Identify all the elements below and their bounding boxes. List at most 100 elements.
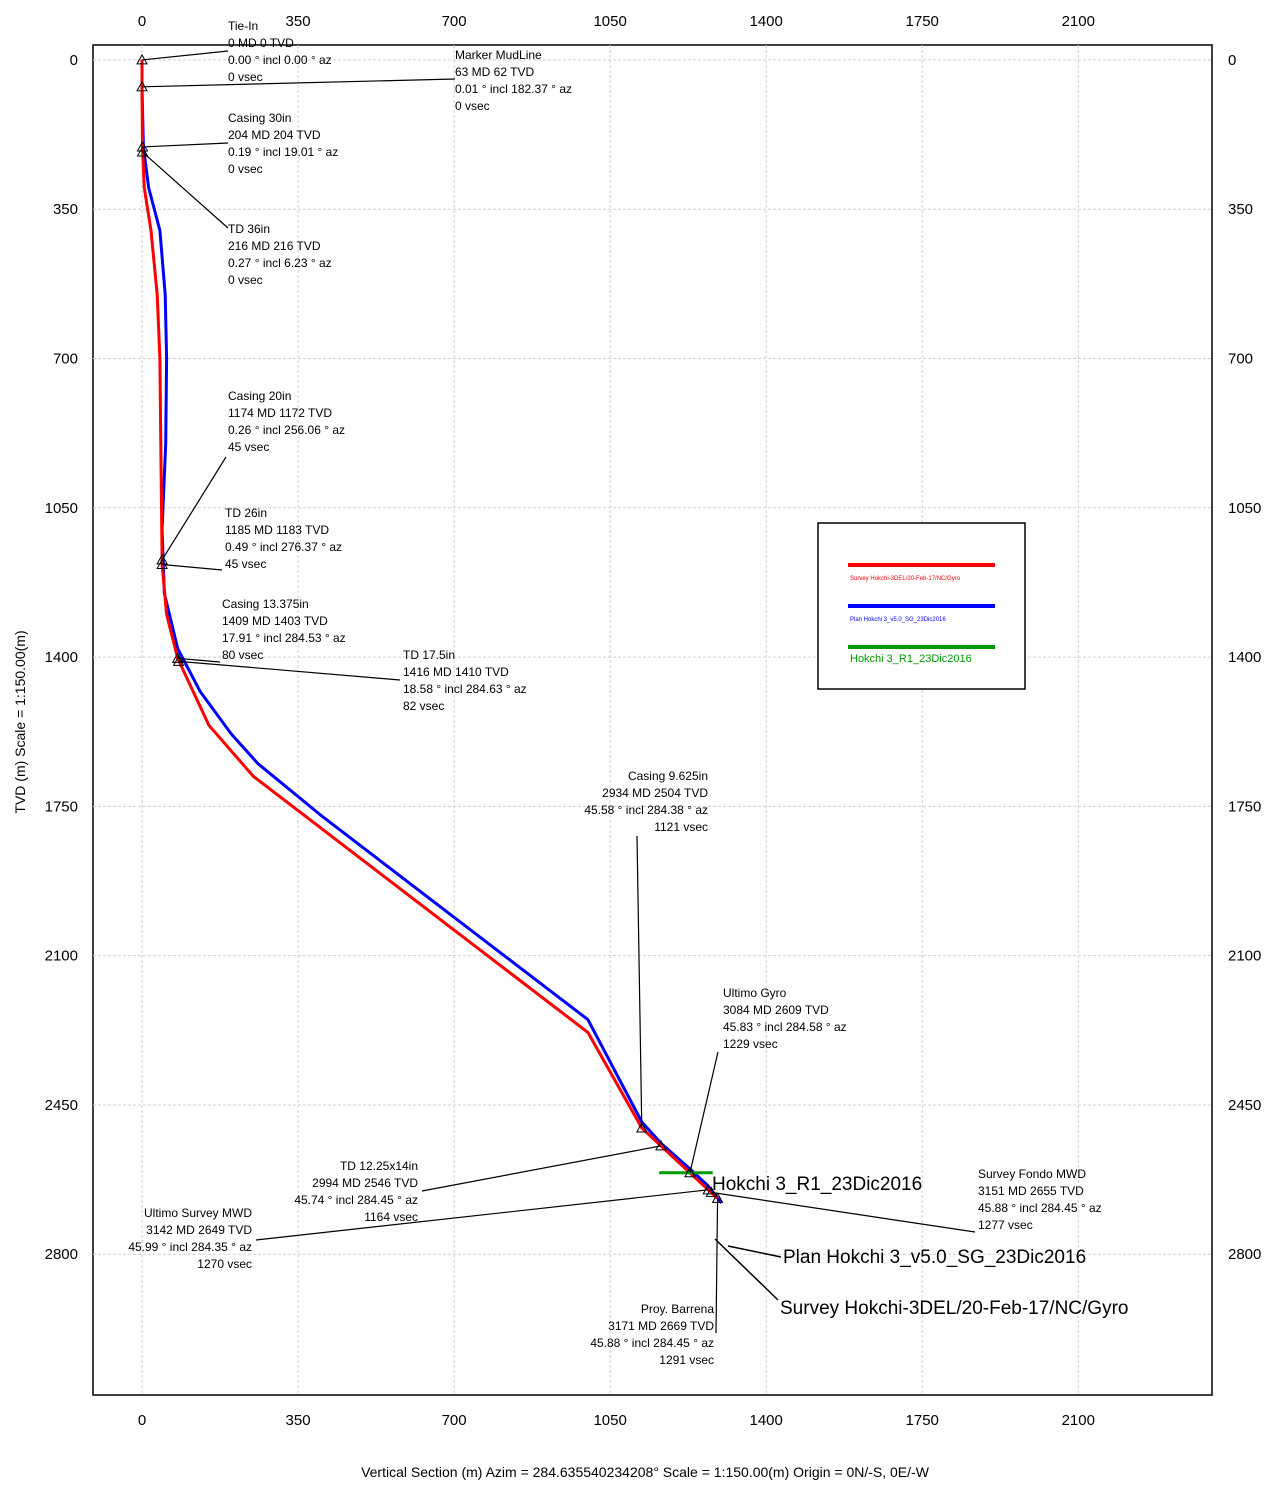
annotation-text: 1277 vsec <box>978 1218 1033 1232</box>
y-tick-label-left: 350 <box>53 201 78 218</box>
y-tick-label-right: 350 <box>1228 201 1253 218</box>
annotation-text: 45.83 ° incl 284.58 ° az <box>723 1020 847 1034</box>
annotation-text: TD 17.5in <box>403 648 455 662</box>
annotation-text: 0 vsec <box>455 99 490 113</box>
annotation-text: 0.49 ° incl 276.37 ° az <box>225 540 342 554</box>
annotation-leader <box>421 1145 662 1192</box>
legend-label: Survey Hokchi-3DEL/20-Feb-17/NC/Gyro <box>850 576 961 582</box>
y-tick-label-right: 2800 <box>1228 1246 1261 1263</box>
y-tick-label-left: 0 <box>70 52 78 69</box>
annotation-leader <box>255 1189 709 1241</box>
x-tick-label-top: 0 <box>138 13 146 30</box>
annotation-text: 45.58 ° incl 284.38 ° az <box>584 803 708 817</box>
y-tick-label-left: 700 <box>53 351 78 368</box>
annotation-text: 18.58 ° incl 284.63 ° az <box>403 682 527 696</box>
annotation-text: 204 MD 204 TVD <box>228 128 321 142</box>
annotation-text: Ultimo Gyro <box>723 986 787 1000</box>
annotation-text: 3171 MD 2669 TVD <box>608 1319 714 1333</box>
x-tick-label-bottom: 1750 <box>906 1412 939 1429</box>
annotation-marker <box>684 1166 696 1178</box>
x-axis-title: Vertical Section (m) Azim = 284.63554023… <box>361 1464 930 1480</box>
annotation-marker <box>136 146 149 157</box>
annotation-leader <box>142 78 456 88</box>
x-tick-label-bottom: 0 <box>138 1412 146 1429</box>
annotation-text: 0.19 ° incl 19.01 ° az <box>228 145 338 159</box>
annotation-text: 1185 MD 1183 TVD <box>225 523 329 537</box>
y-tick-label-left: 1400 <box>45 649 78 666</box>
annotation-text: 1291 vsec <box>659 1353 714 1367</box>
series-line <box>140 59 723 1205</box>
annotation-text: 1416 MD 1410 TVD <box>403 665 509 679</box>
y-tick-label-right: 1400 <box>1228 649 1261 666</box>
well-label: Hokchi 3_R1_23Dic2016 <box>712 1174 922 1195</box>
well-label-leader <box>714 1238 779 1301</box>
annotation-text: 45.74 ° incl 284.45 ° az <box>294 1193 418 1207</box>
x-tick-label-bottom: 2100 <box>1062 1412 1095 1429</box>
annotation-text: 1174 MD 1172 TVD <box>228 406 332 420</box>
annotation-text: 2994 MD 2546 TVD <box>312 1176 418 1190</box>
annotation-text: Survey Fondo MWD <box>978 1167 1086 1181</box>
annotation-text: 0.00 ° incl 0.00 ° az <box>228 53 332 67</box>
annotation-leader <box>689 1051 719 1173</box>
y-tick-label-left: 1750 <box>45 798 78 815</box>
annotation-leader <box>636 835 643 1128</box>
legend: Survey Hokchi-3DEL/20-Feb-17/NC/Gyro Plan… <box>817 522 1026 690</box>
annotation-text: 0 MD 0 TVD <box>228 36 294 50</box>
annotation-leader <box>711 1191 976 1233</box>
annotation-text: Casing 13.375in <box>222 597 309 611</box>
annotation-text: 3142 MD 2649 TVD <box>146 1223 252 1237</box>
annotation-text: TD 26in <box>225 506 267 520</box>
annotation-text: Casing 20in <box>228 389 291 403</box>
x-tick-label-top: 1750 <box>906 13 939 30</box>
x-tick-label-bottom: 350 <box>286 1412 311 1429</box>
annotation-marker <box>156 558 168 570</box>
annotation-leader <box>142 142 229 148</box>
x-tick-label-bottom: 1050 <box>593 1412 626 1429</box>
annotation-marker <box>172 655 185 666</box>
annotation-leader <box>162 563 223 571</box>
well-label: Plan Hokchi 3_v5.0_SG_23Dic2016 <box>783 1247 1086 1268</box>
annotation-text: 1409 MD 1403 TVD <box>222 614 328 628</box>
annotation-text: Casing 30in <box>228 111 291 125</box>
annotation-text: 1121 vsec <box>654 820 708 834</box>
annotation-marker <box>705 1186 718 1197</box>
annotation-text: Marker MudLine <box>455 48 542 62</box>
annotation-text: 45.88 ° incl 284.45 ° az <box>978 1201 1102 1215</box>
annotation-text: 45 vsec <box>225 557 266 571</box>
annotation-text: 80 vsec <box>222 648 263 662</box>
x-tick-label-bottom: 700 <box>442 1412 467 1429</box>
annotation-text: Tie-In <box>228 19 258 33</box>
annotation-text: Ultimo Survey MWD <box>144 1206 252 1220</box>
y-tick-label-right: 700 <box>1228 351 1253 368</box>
annotation-marker <box>156 553 168 565</box>
well-label: Survey Hokchi-3DEL/20-Feb-17/NC/Gyro <box>780 1298 1128 1319</box>
annotation-marker <box>136 140 149 152</box>
y-tick-label-right: 1750 <box>1228 798 1261 815</box>
x-tick-label-top: 2100 <box>1062 13 1095 30</box>
annotation-leader <box>141 50 229 61</box>
annotation-text: 82 vsec <box>403 699 444 713</box>
y-axis-title: TVD (m) Scale = 1:150.00(m) <box>12 630 28 813</box>
grid <box>93 45 1212 1395</box>
annotation-text: 0.01 ° incl 182.37 ° az <box>455 82 572 96</box>
annotation-text: 2934 MD 2504 TVD <box>602 786 708 800</box>
legend-label: Hokchi 3_R1_23Dic2016 <box>850 653 972 665</box>
annotation-text: 45 vsec <box>228 440 269 454</box>
annotation-text: 0 vsec <box>228 162 263 176</box>
y-tick-label-left: 2800 <box>45 1246 78 1263</box>
annotation-leader <box>142 151 229 229</box>
annotation-text: Casing 9.625in <box>628 769 708 783</box>
annotation-leader <box>177 657 221 663</box>
y-tick-label-left: 2450 <box>45 1097 78 1114</box>
annotation-leader <box>161 456 227 561</box>
x-tick-label-top: 700 <box>442 13 467 30</box>
annotation-text: 0.27 ° incl 6.23 ° az <box>228 256 332 270</box>
plot-frame <box>92 44 1213 1396</box>
annotation-text: 1270 vsec <box>197 1257 252 1271</box>
annotation-text: 63 MD 62 TVD <box>455 65 534 79</box>
annotations: Tie-In 0 MD 0 TVD 0.00 ° incl 0.00 ° az 0 v… <box>128 19 1128 1367</box>
x-tick-label-top: 1050 <box>593 13 626 30</box>
annotation-marker <box>655 1139 667 1151</box>
